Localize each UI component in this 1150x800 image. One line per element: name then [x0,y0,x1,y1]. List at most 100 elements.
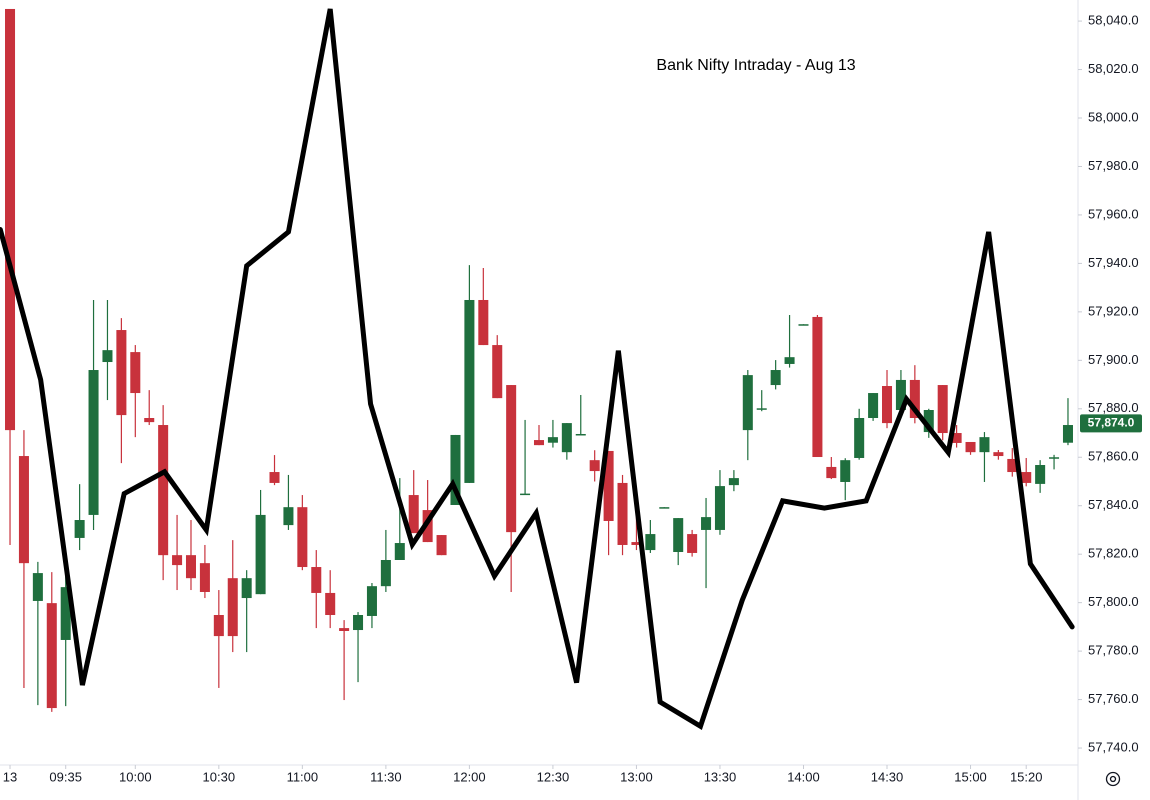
y-tick-label: 57,940.0 [1088,255,1139,270]
candle-body [1007,458,1018,473]
candle-body [728,478,739,486]
candle-body [32,573,43,601]
candle-body [882,386,893,424]
y-tick-label: 57,780.0 [1088,643,1139,658]
candle-body [923,410,934,433]
x-tick-label: 11:00 [287,769,319,784]
candle-body [492,345,503,399]
y-tick-label: 57,920.0 [1088,303,1139,318]
candle-body [408,495,419,534]
candle-body [1049,457,1060,459]
candle-body [965,441,976,453]
x-tick-label: 10:00 [119,769,152,784]
candle-body [130,352,141,394]
candle-body [603,450,614,521]
y-tick-label: 57,840.0 [1088,497,1139,512]
x-tick-label: 13 [3,769,17,784]
overlay-line [0,8,1075,730]
x-tick-label: 15:00 [954,769,987,784]
candle-body [1021,472,1032,483]
candle-body [770,370,781,386]
candle-body [909,379,920,418]
candle-body [478,299,489,346]
candle-body [701,517,712,530]
candle-body [854,417,865,458]
candle-body [46,603,57,709]
candle-body [74,520,85,538]
settings-icon[interactable] [1105,771,1121,787]
candle-body [366,586,377,616]
y-tick-label: 57,800.0 [1088,594,1139,609]
x-tick-label: 14:30 [871,769,904,784]
candle-body [575,433,586,436]
y-tick-label: 57,760.0 [1088,691,1139,706]
candle-body [60,587,71,640]
candle-body [339,628,350,631]
y-tick-label: 57,820.0 [1088,546,1139,561]
candle-body [241,578,252,599]
y-tick-label: 57,980.0 [1088,158,1139,173]
y-tick-label: 58,040.0 [1088,13,1139,28]
candle-body [283,507,294,526]
candle-body [617,482,628,545]
candle-body [589,460,600,472]
candle-body [18,456,29,564]
candle-body [227,578,238,637]
candle-body [561,423,572,453]
candle-body [812,316,823,458]
y-tick-label: 57,880.0 [1088,400,1139,415]
candle-body [213,615,224,637]
candle-body [784,357,795,364]
y-tick-label: 58,020.0 [1088,61,1139,76]
candle-body [199,563,210,592]
candle-body [269,472,280,483]
candle-body [951,433,962,443]
candle-body [533,440,545,446]
candle-body [394,543,405,560]
x-tick-label: 10:30 [203,769,236,784]
candle-body [88,370,99,515]
x-tick-label: 12:00 [453,769,486,784]
candle-body [1062,425,1073,443]
candle-body [422,510,433,543]
candle-body [158,425,169,556]
candle-body [756,408,767,410]
candle-body [826,466,837,479]
candle-body [116,330,127,416]
chart-title: Bank Nifty Intraday - Aug 13 [656,57,855,74]
y-tick-label: 57,860.0 [1088,449,1139,464]
y-tick-label: 57,900.0 [1088,352,1139,367]
candle-body [297,507,308,568]
last-price-label: 57,874.0 [1088,416,1135,430]
candle-body [895,379,906,411]
candle-body [687,534,698,553]
candle-body [450,434,461,505]
candle-body [436,535,447,556]
candle-body [520,493,531,496]
x-tick-label: 14:00 [787,769,820,784]
candle-body [144,417,155,423]
axes: 57,740.0 57,760.0 57,780.0 57,800.0 57,820.0… [3,13,1142,784]
candle-body [325,592,336,616]
last-price-box [1080,414,1142,433]
x-tick-label: 15:20 [1010,769,1043,784]
candle-body [547,437,558,443]
candle-body [993,452,1004,457]
x-tick-label: 13:30 [704,769,737,784]
candle-body [5,8,16,431]
settings-icon-ring [1105,771,1121,787]
x-tick-label: 11:30 [370,769,402,784]
candle-body [798,324,809,326]
settings-icon-core [1109,775,1117,783]
candle-body [185,555,196,579]
candle-body [255,514,266,595]
candle-body [673,518,684,553]
candle-body [353,615,364,631]
candle-body [979,437,990,453]
x-tick-label: 12:30 [537,769,570,784]
candle-body [742,375,753,431]
candle-body [380,559,391,587]
y-tick-label: 57,960.0 [1088,206,1139,221]
